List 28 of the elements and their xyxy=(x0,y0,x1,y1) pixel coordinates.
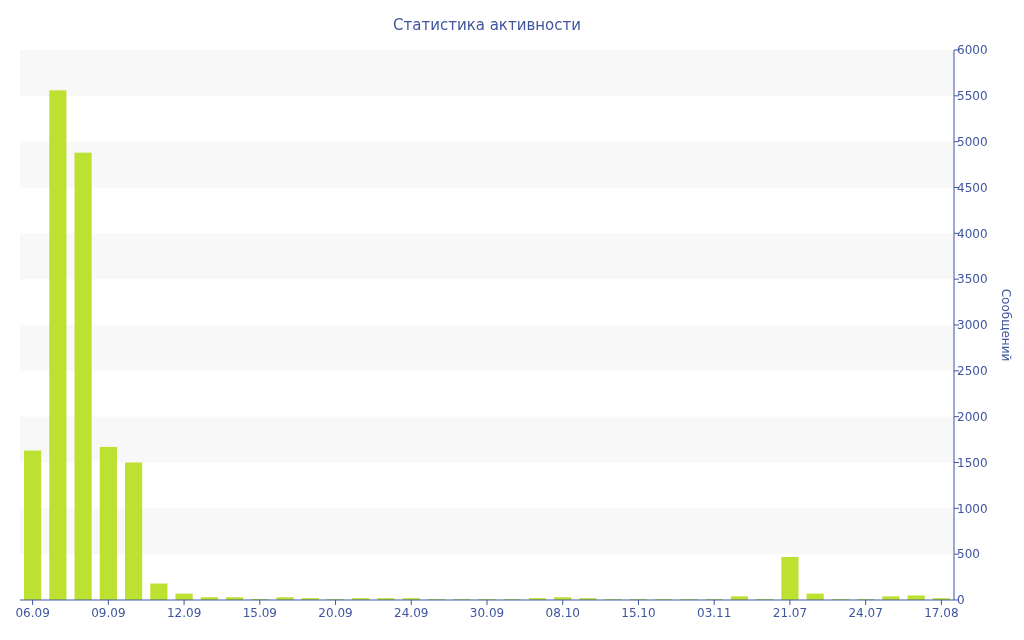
y2-tick-label: 4000 xyxy=(957,226,988,241)
x-tick-label: 20.09 xyxy=(318,606,353,620)
x-tick-label: 12.09 xyxy=(166,606,202,620)
y2-tick-label: 2500 xyxy=(957,364,988,379)
x-tick-label: 24.07 xyxy=(848,606,883,620)
x-tick-label: 08.10 xyxy=(545,606,580,620)
y2-tick-label: 5000 xyxy=(957,134,988,149)
x-tick-label: 21.07 xyxy=(772,606,808,620)
y2-tick-label: 5500 xyxy=(957,89,988,104)
x-tick-label: 17.08 xyxy=(924,606,959,620)
y2-tick-label: 6000 xyxy=(957,43,988,58)
x-tick-label: 03.11 xyxy=(697,606,732,620)
x-tick-label: 30.09 xyxy=(469,606,505,620)
y2-tick-label: 4500 xyxy=(957,180,988,195)
chart-title: Статистика активности xyxy=(393,16,581,34)
y2-tick-label: 0 xyxy=(957,593,965,608)
x-tick-label: 06.09 xyxy=(15,606,50,620)
y2-tick-label: 3500 xyxy=(957,272,988,287)
y2-tick-label: 3000 xyxy=(957,318,988,333)
y2-tick-label: 500 xyxy=(957,547,980,562)
x-tick-label: 15.09 xyxy=(242,606,277,620)
x-tick-label: 15.10 xyxy=(621,606,656,620)
x-tick-label: 09.09 xyxy=(91,606,126,620)
y2-tick-label: 2000 xyxy=(957,409,988,424)
y2-tick-label: 1500 xyxy=(957,455,988,470)
y2-tick-label: 1000 xyxy=(957,501,988,516)
x-tick-label: 24.09 xyxy=(394,606,429,620)
y2-axis-title: Сообщений xyxy=(999,288,1013,362)
